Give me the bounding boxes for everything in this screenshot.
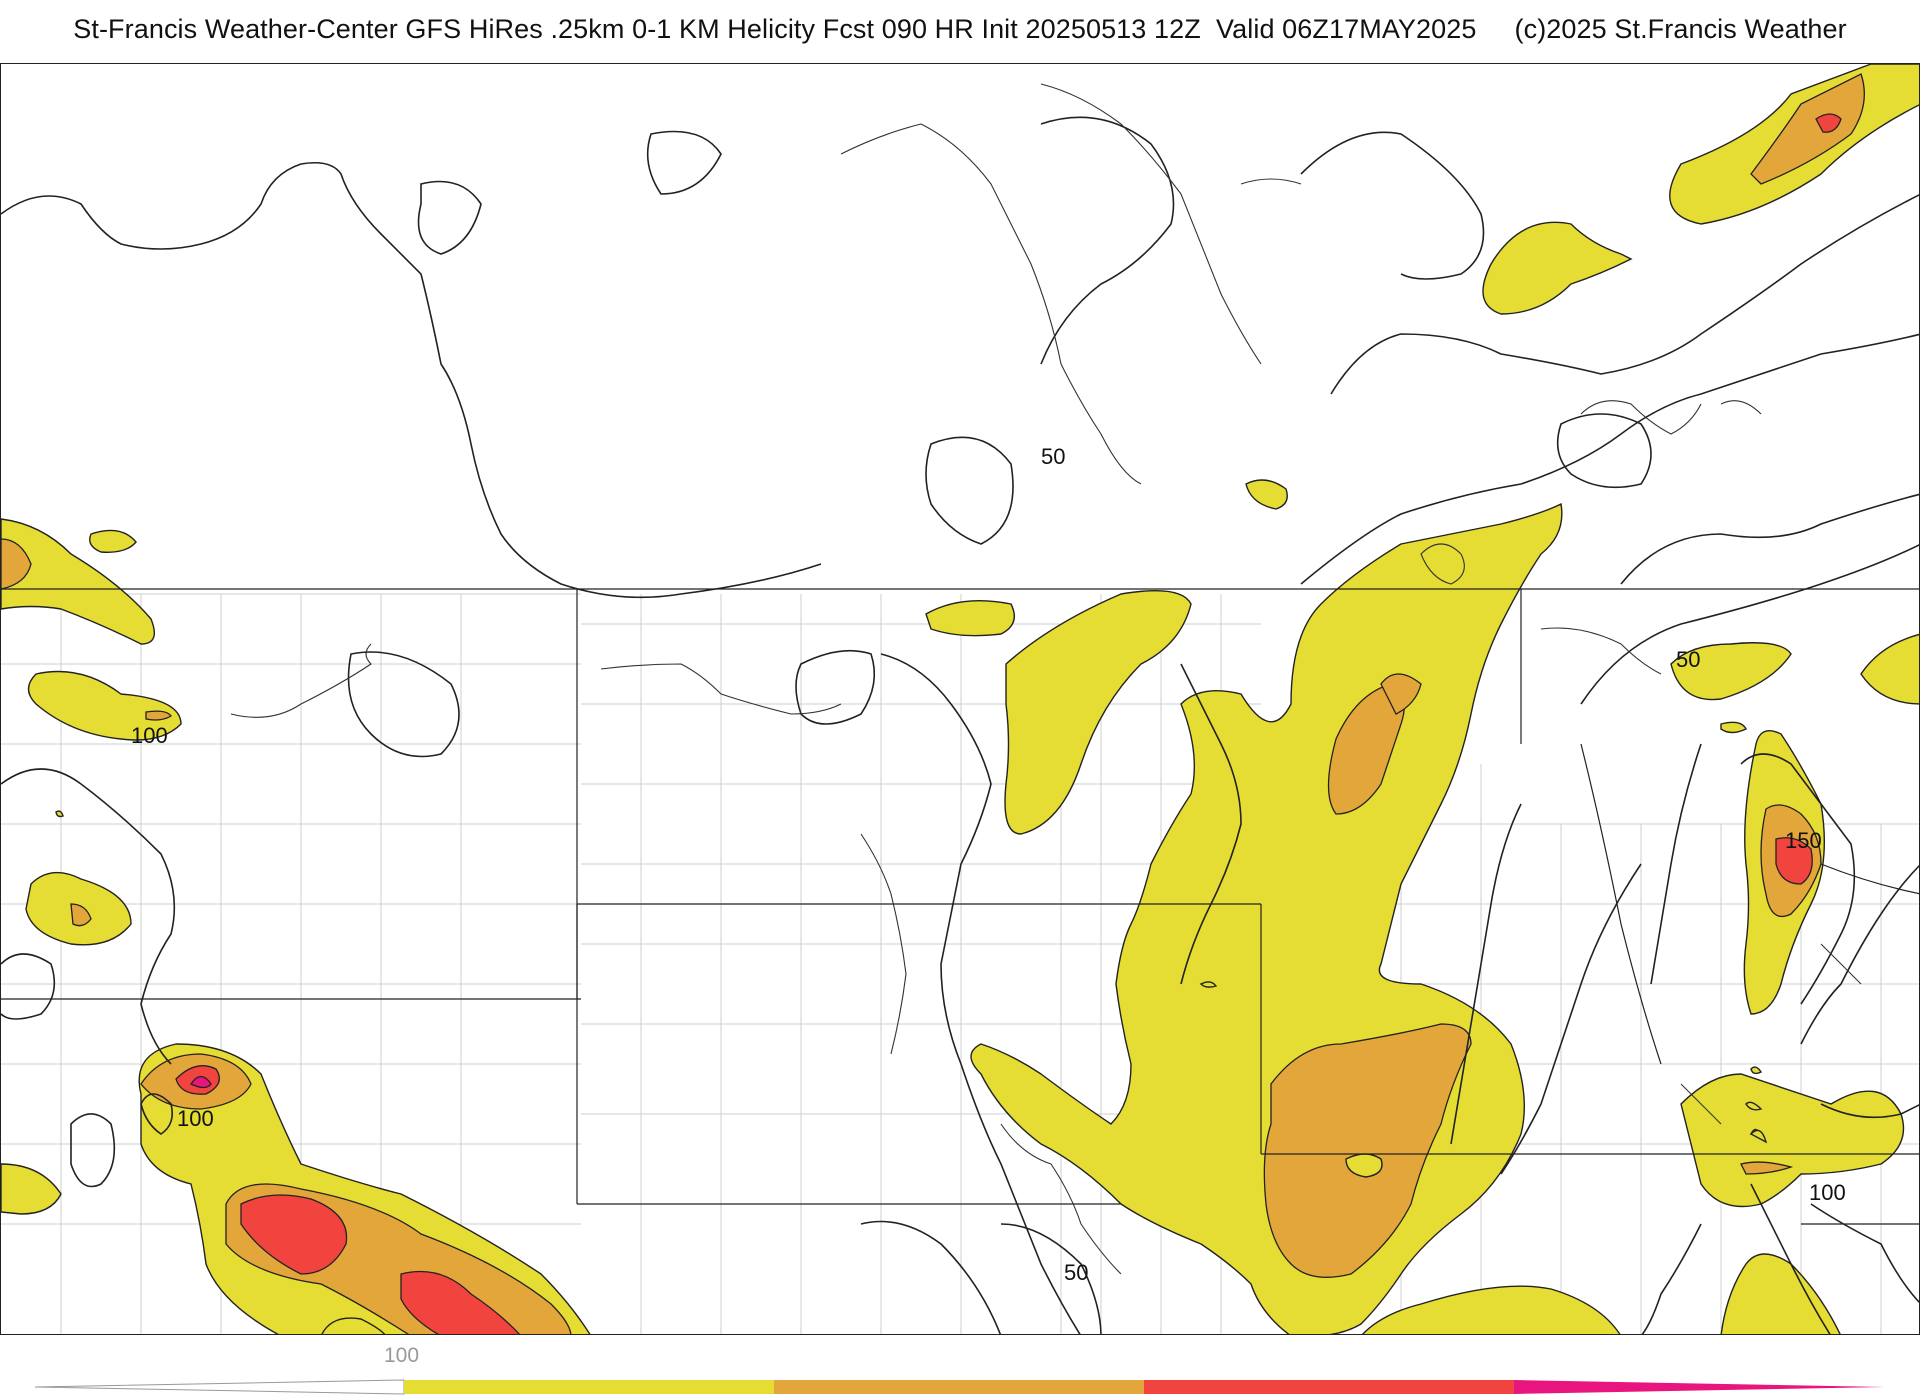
helicity-map: .y { fill: #e5dc34; stroke: #222; stroke… — [1, 64, 1919, 1334]
colorbar: 100 — [0, 1340, 1920, 1400]
contour-label-150-east: 150 — [1785, 828, 1822, 853]
contour-label-50-north: 50 — [1041, 444, 1065, 469]
colorbar-tick-label: 100 — [384, 1344, 420, 1367]
colorbar-band-red — [1144, 1380, 1514, 1394]
state-boundaries — [1, 588, 1919, 1225]
contour-label-50-south: 50 — [1064, 1260, 1088, 1285]
contour-label-50-east: 50 — [1676, 647, 1700, 672]
colorbar-band-yellow — [404, 1380, 774, 1394]
contour-label-100-west: 100 — [131, 723, 168, 748]
helicity-fill-areas — [1, 64, 1919, 1334]
map-panel: .y { fill: #e5dc34; stroke: #222; stroke… — [0, 63, 1920, 1335]
contour-label-group: 50 50 50 100 100 150 100 — [131, 444, 1846, 1285]
colorbar-band-orange — [774, 1380, 1144, 1394]
colorbar-extend-low — [34, 1379, 405, 1395]
contour-label-100-southwest: 100 — [177, 1106, 214, 1131]
colorbar-strip — [34, 1379, 1885, 1395]
colorbar-band-magenta — [1514, 1380, 1885, 1394]
contour-label-100-southeast: 100 — [1809, 1180, 1846, 1205]
map-title: St-Francis Weather-Center GFS HiRes .25k… — [73, 14, 1847, 44]
helicity-contour-lines — [1, 116, 1919, 1334]
water-features — [230, 83, 1862, 1275]
